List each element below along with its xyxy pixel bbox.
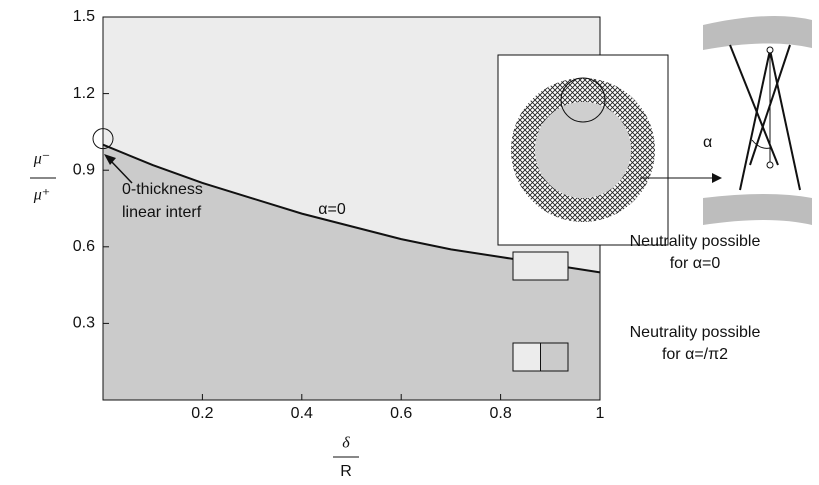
x-label-den: R [340,463,352,480]
legend-swatch [512,251,569,281]
x-tick-label: 0.6 [390,405,412,422]
inner-disc [535,102,631,198]
curve-label: α=0 [318,201,346,218]
zoom-circle [560,77,606,123]
region-below [103,144,600,400]
lower-band [703,194,812,225]
x-tick-label: 0.2 [191,405,213,422]
legend-label: Neutrality possible [630,233,761,250]
y-tick-label: 0.3 [73,315,95,332]
region-above [103,17,600,273]
x-tick-label: 1 [596,405,605,422]
y-tick-label: 1.2 [73,85,95,102]
x-label-num: δ [342,435,350,452]
angle-label: α [703,134,712,151]
arrow-head [712,173,722,183]
x-tick-label: 0.8 [489,405,511,422]
point-label: linear interf [122,204,202,221]
hatched-ring [511,78,655,222]
y-tick-label: 1.5 [73,8,95,25]
y-tick-label: 0.9 [73,161,95,178]
inset: α [497,16,812,246]
legend-label: Neutrality possible [630,324,761,341]
point-label: 0-thickness [122,181,203,198]
point-arrow [109,159,133,184]
y-label-den: μ⁺ [33,187,50,204]
x-tick-label: 0.4 [291,405,313,422]
point-marker [92,128,114,150]
legend-label: for α=0 [670,255,721,272]
legend-swatch [540,342,569,372]
legend: Neutrality possible for α=0 Neutrality pos… [512,233,761,372]
point-arrow-head [104,154,116,165]
links [729,44,801,191]
y-label-num: μ⁻ [33,151,50,168]
legend-swatch [512,342,541,372]
plot-area: 0.3 0.6 0.9 1.2 1.5 0.2 0.4 0.6 0.8 1 α=0 0-thickne… [73,8,605,422]
legend-label: for α=/π2 [662,346,728,363]
upper-band [703,16,812,50]
y-tick-label: 0.6 [73,238,95,255]
